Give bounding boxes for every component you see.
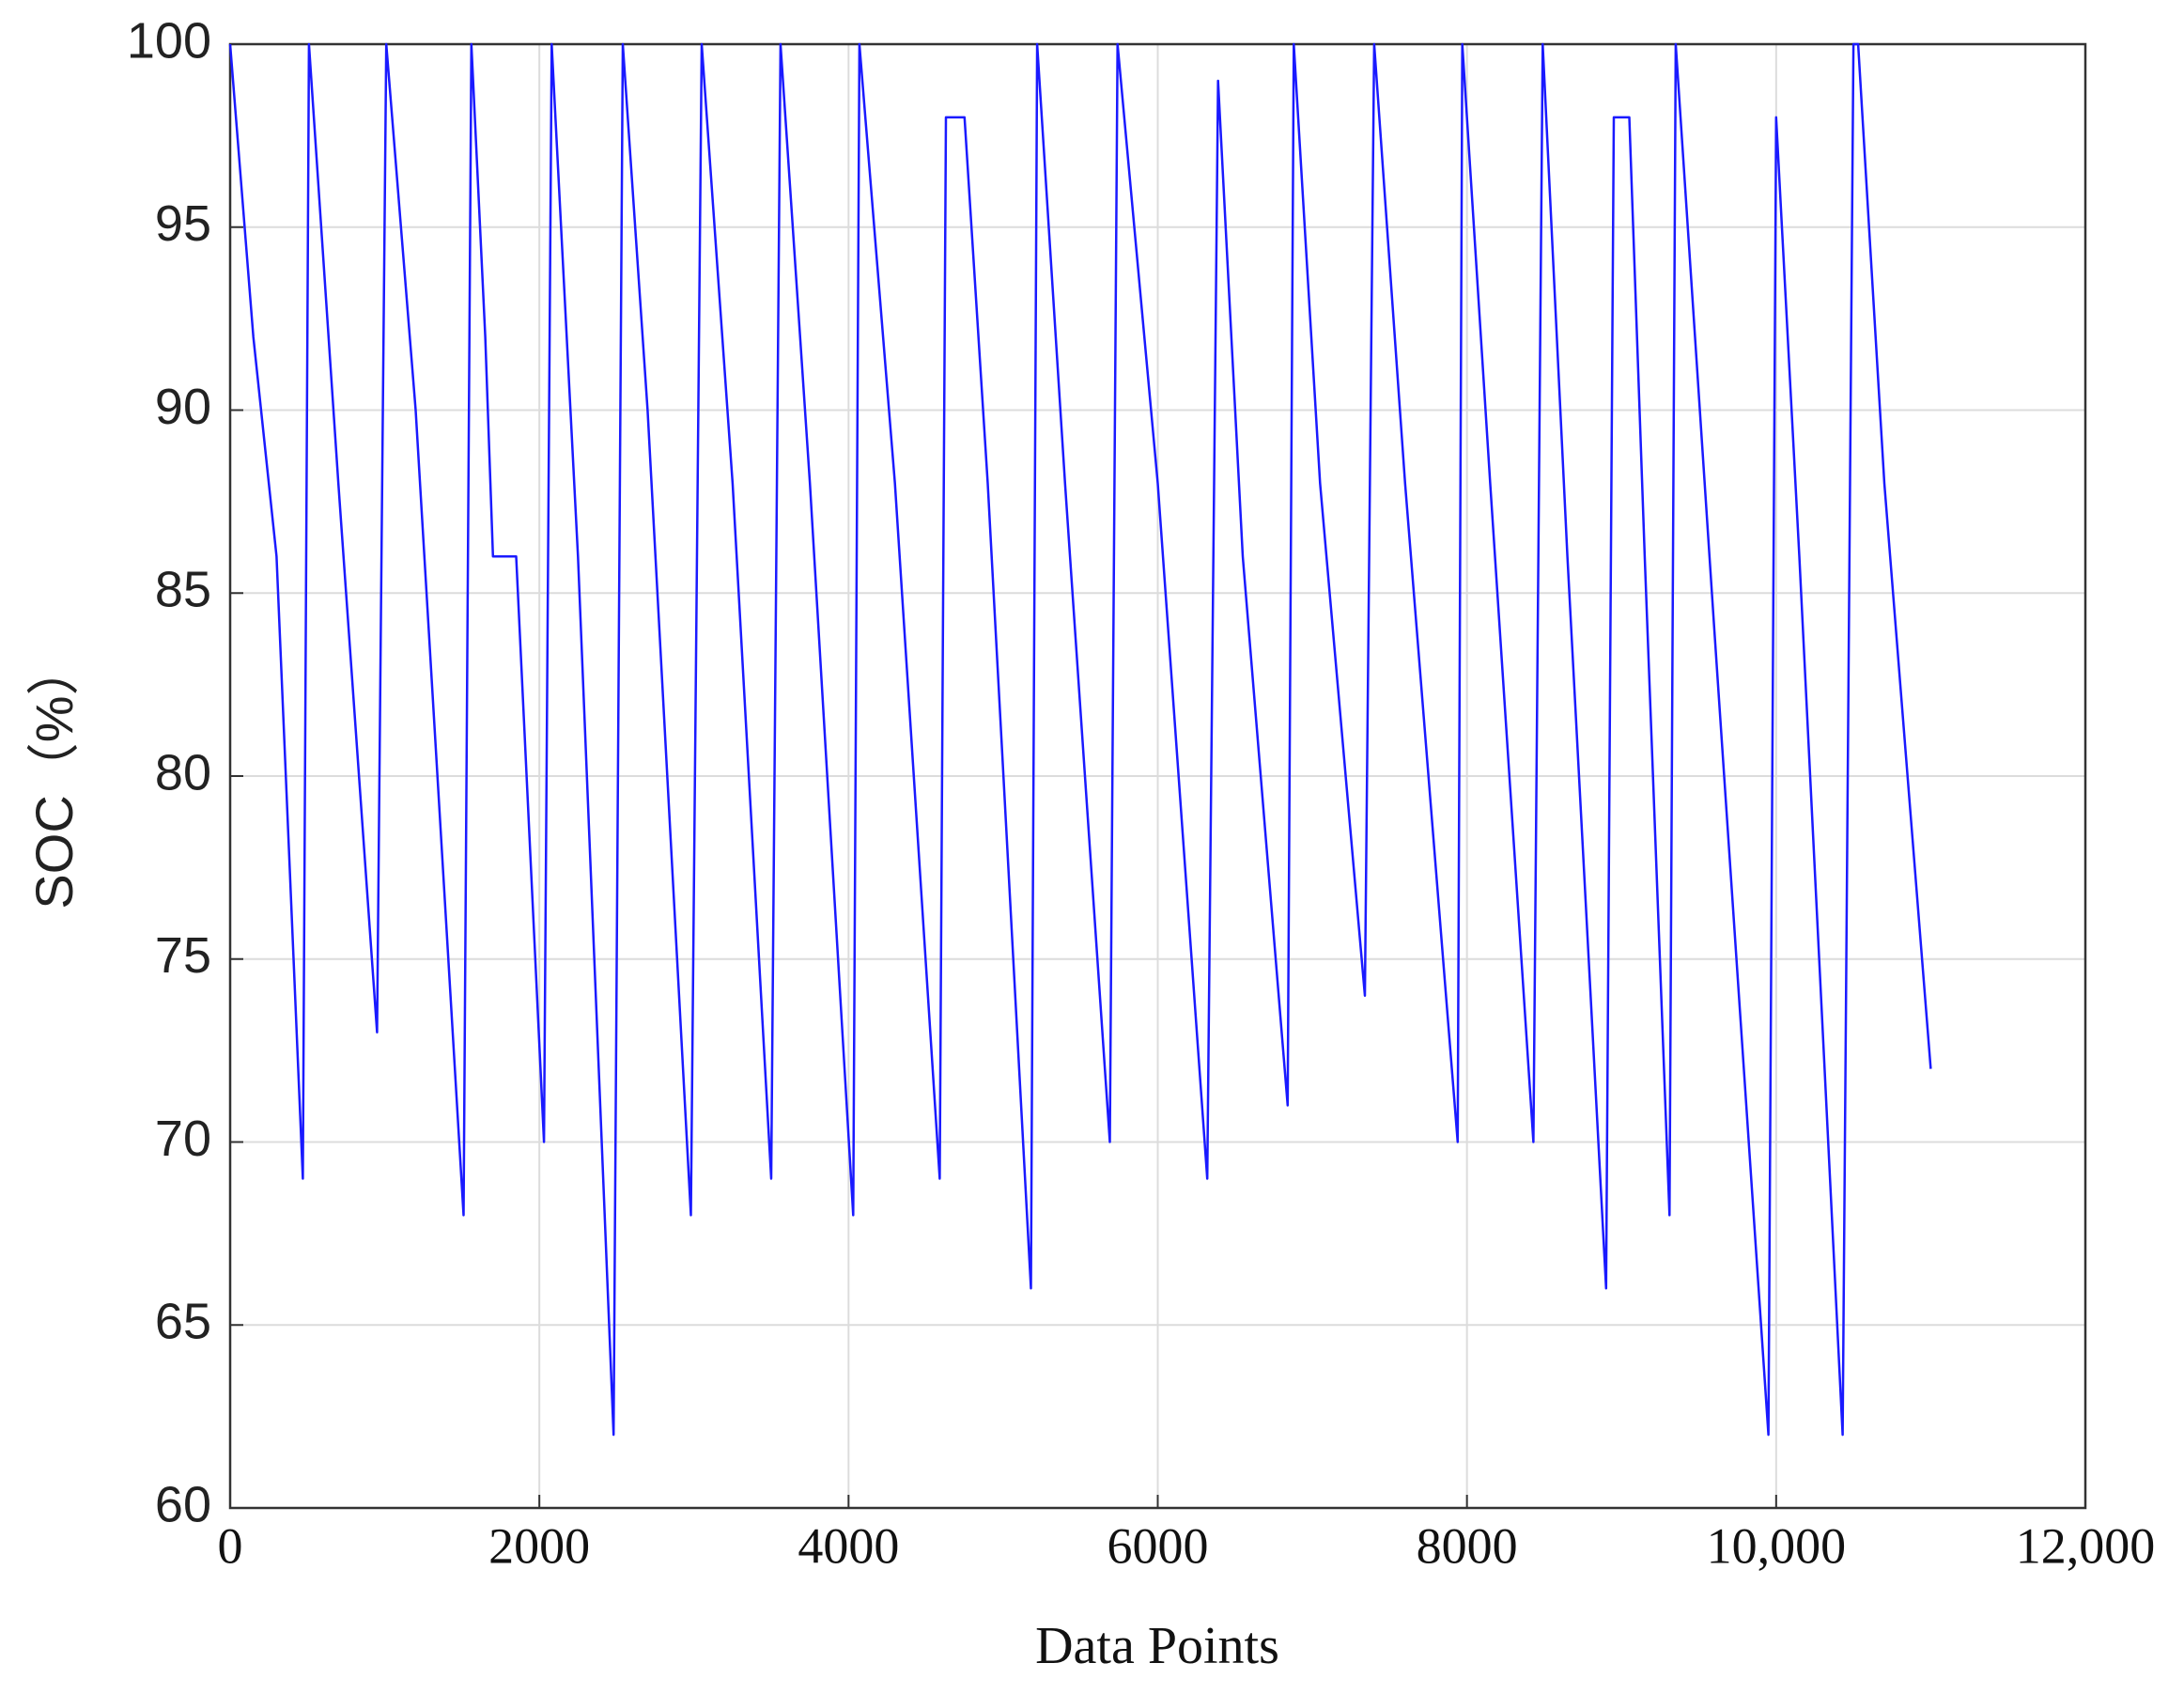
y-tick-label: 80 bbox=[155, 744, 211, 800]
x-tick-label: 0 bbox=[218, 1517, 243, 1574]
y-tick-label: 90 bbox=[155, 379, 211, 435]
x-tick-label: 10,000 bbox=[1707, 1517, 1847, 1574]
x-tick-label: 8000 bbox=[1417, 1517, 1518, 1574]
plot-frame bbox=[228, 42, 2087, 1510]
x-tick-label: 4000 bbox=[798, 1517, 899, 1574]
y-tick-label: 70 bbox=[155, 1111, 211, 1167]
y-tick-label: 75 bbox=[155, 927, 211, 984]
soc-line bbox=[228, 42, 1932, 1437]
y-tick-label: 100 bbox=[127, 12, 211, 69]
x-axis-label: Data Points bbox=[1035, 1617, 1279, 1675]
y-tick-label: 95 bbox=[155, 195, 211, 252]
x-tick-label: 2000 bbox=[488, 1517, 590, 1574]
y-tick-label: 85 bbox=[155, 562, 211, 618]
y-tick-label: 65 bbox=[155, 1294, 211, 1350]
y-axis-label: SOC（%） bbox=[24, 643, 84, 909]
x-tick-label: 12,000 bbox=[2016, 1517, 2156, 1574]
x-tick-label: 6000 bbox=[1107, 1517, 1209, 1574]
y-tick-label: 60 bbox=[155, 1476, 211, 1532]
